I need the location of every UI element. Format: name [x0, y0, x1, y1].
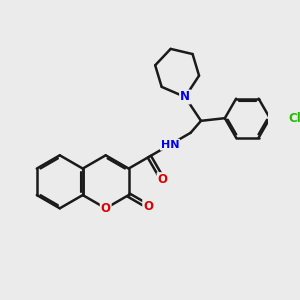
Text: O: O [101, 202, 111, 215]
Text: Cl: Cl [289, 112, 300, 125]
Text: O: O [143, 200, 153, 213]
Text: N: N [180, 91, 190, 103]
Text: HN: HN [161, 140, 179, 150]
Text: O: O [158, 173, 168, 186]
